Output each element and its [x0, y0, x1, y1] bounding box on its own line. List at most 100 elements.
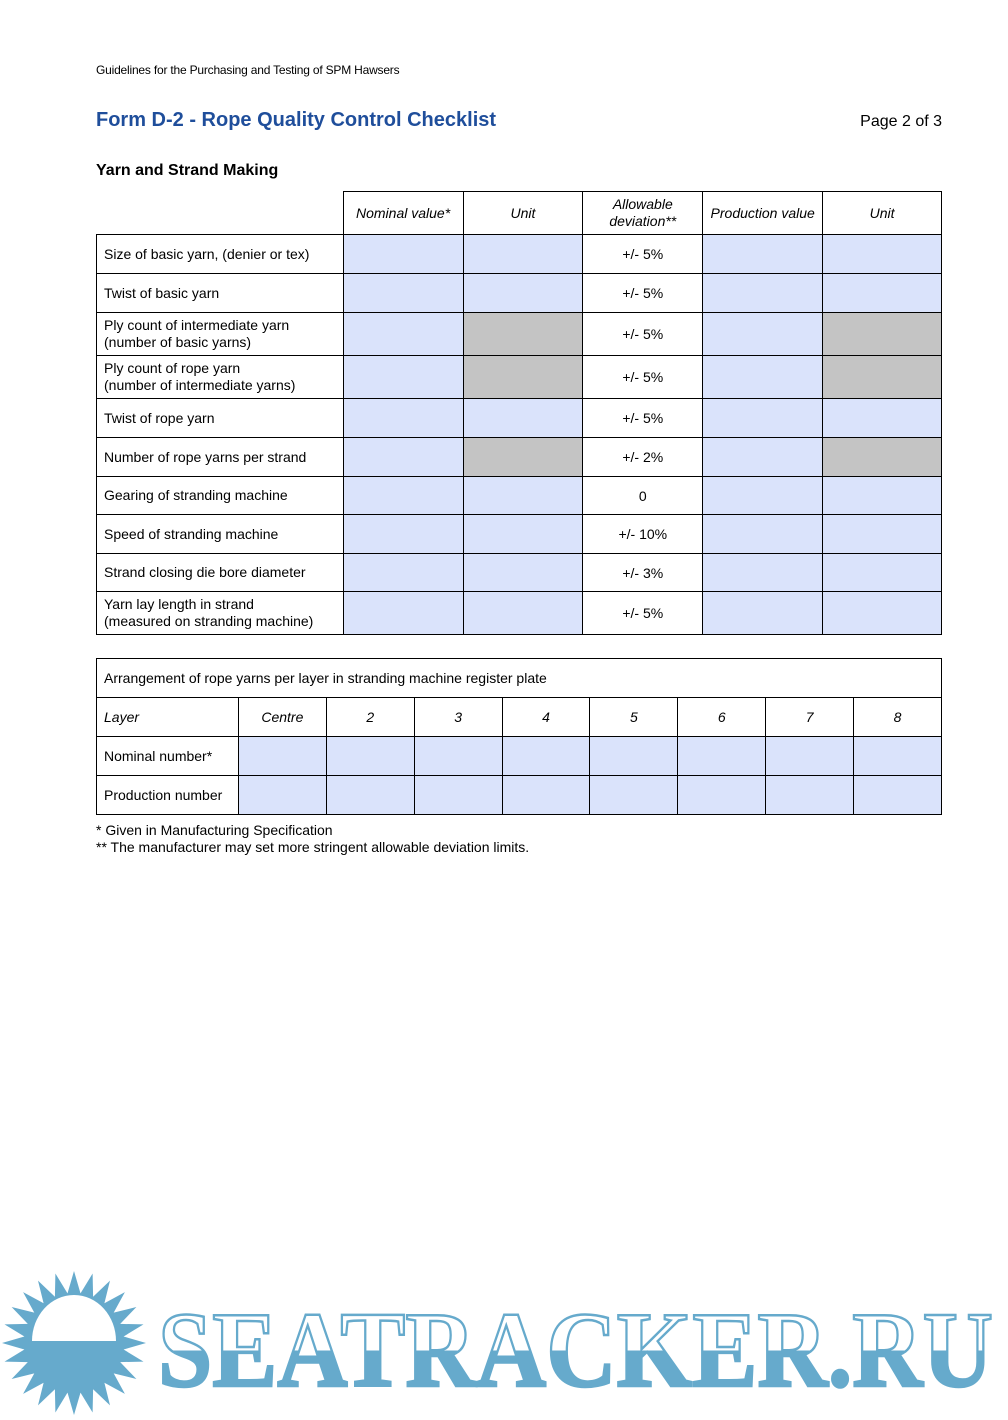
page-number: Page 2 of 3	[860, 113, 942, 130]
count-input[interactable]	[589, 736, 679, 776]
production-value-input[interactable]	[702, 476, 824, 515]
allowable-deviation: 0	[582, 476, 704, 515]
table-row: Speed of stranding machine +/- 10%	[96, 514, 942, 554]
production-value-input[interactable]	[702, 234, 824, 274]
production-value-input[interactable]	[702, 514, 824, 554]
nominal-value-input[interactable]	[342, 312, 464, 356]
count-input[interactable]	[237, 775, 327, 815]
watermark-text: SEATRACKER.RU	[158, 1291, 993, 1410]
nominal-value-input[interactable]	[342, 591, 464, 635]
count-input[interactable]	[677, 736, 767, 776]
count-input[interactable]	[501, 736, 591, 776]
column-header: Allowable deviation**	[582, 191, 704, 235]
form-title: Form D-2 - Rope Quality Control Checklis…	[96, 109, 497, 131]
count-input[interactable]	[325, 775, 415, 815]
count-input[interactable]	[413, 775, 503, 815]
nominal-value-input[interactable]	[342, 514, 464, 554]
production-value-input[interactable]	[702, 312, 824, 356]
count-input[interactable]	[765, 736, 855, 776]
count-input[interactable]	[765, 775, 855, 815]
layer-header: Centre	[237, 697, 327, 737]
allowable-deviation: +/- 5%	[582, 273, 704, 313]
nominal-value-input[interactable]	[342, 553, 464, 592]
nominal-value-input[interactable]	[342, 273, 464, 313]
yarn-strand-table: Nominal value* Unit Allowable deviation** P…	[96, 191, 942, 635]
count-input[interactable]	[501, 775, 591, 815]
nominal-value-input[interactable]	[342, 234, 464, 274]
unit-input[interactable]	[822, 398, 942, 438]
unit-input[interactable]	[822, 234, 942, 274]
count-input[interactable]	[589, 775, 679, 815]
table-row: Ply count of rope yarn (number of interm…	[96, 355, 942, 399]
allowable-deviation: +/- 10%	[582, 514, 704, 554]
unit-input[interactable]	[462, 591, 584, 635]
row-label: Ply count of rope yarn (number of interm…	[96, 355, 344, 399]
table-title: Arrangement of rope yarns per layer in s…	[96, 658, 942, 698]
count-input[interactable]	[325, 736, 415, 776]
layer-header: 8	[853, 697, 942, 737]
unit-input[interactable]	[462, 273, 584, 313]
production-value-input[interactable]	[702, 398, 824, 438]
count-input[interactable]	[853, 775, 942, 815]
production-value-input[interactable]	[702, 591, 824, 635]
column-header: Unit	[822, 191, 942, 235]
allowable-deviation: +/- 5%	[582, 398, 704, 438]
table-row: Production number	[96, 775, 942, 815]
unit-not-applicable	[822, 355, 942, 399]
unit-not-applicable	[462, 312, 584, 356]
nominal-value-input[interactable]	[342, 355, 464, 399]
table-row: Ply count of intermediate yarn (number o…	[96, 312, 942, 356]
unit-not-applicable	[822, 437, 942, 477]
count-input[interactable]	[853, 736, 942, 776]
layer-header: 4	[501, 697, 591, 737]
count-input[interactable]	[237, 736, 327, 776]
footnotes: * Given in Manufacturing Specification *…	[96, 822, 529, 856]
row-label: Strand closing die bore diameter	[96, 553, 344, 592]
layer-header: 6	[677, 697, 767, 737]
row-label: Twist of rope yarn	[96, 398, 344, 438]
table-row: Twist of basic yarn +/- 5%	[96, 273, 942, 313]
column-header: Nominal value*	[342, 191, 464, 235]
unit-input[interactable]	[462, 553, 584, 592]
row-label: Yarn lay length in strand (measured on s…	[96, 591, 344, 635]
nominal-value-input[interactable]	[342, 437, 464, 477]
unit-not-applicable	[462, 437, 584, 477]
row-label: Number of rope yarns per strand	[96, 437, 344, 477]
unit-input[interactable]	[822, 273, 942, 313]
unit-input[interactable]	[822, 591, 942, 635]
unit-input[interactable]	[822, 476, 942, 515]
unit-input[interactable]	[462, 476, 584, 515]
footnote: ** The manufacturer may set more stringe…	[96, 839, 530, 855]
layer-header: 7	[765, 697, 855, 737]
unit-input[interactable]	[462, 398, 584, 438]
unit-input[interactable]	[822, 553, 942, 592]
nominal-value-input[interactable]	[342, 476, 464, 515]
header-row: Nominal value* Unit Allowable deviation** P…	[96, 191, 942, 235]
allowable-deviation: +/- 3%	[582, 553, 704, 592]
allowable-deviation: +/- 5%	[582, 355, 704, 399]
row-label: Production number	[96, 775, 239, 815]
production-value-input[interactable]	[702, 355, 824, 399]
footnote: * Given in Manufacturing Specification	[96, 822, 333, 838]
nominal-value-input[interactable]	[342, 398, 464, 438]
register-plate-table: Arrangement of rope yarns per layer in s…	[96, 658, 942, 815]
table-row: Gearing of stranding machine 0	[96, 476, 942, 515]
layer-row: Layer Centre 2 3 4 5 6 7 8	[96, 697, 942, 737]
production-value-input[interactable]	[702, 437, 824, 477]
table-row: Strand closing die bore diameter +/- 3%	[96, 553, 942, 592]
allowable-deviation: +/- 5%	[582, 312, 704, 356]
production-value-input[interactable]	[702, 273, 824, 313]
count-input[interactable]	[413, 736, 503, 776]
title-row: Arrangement of rope yarns per layer in s…	[96, 658, 942, 698]
unit-input[interactable]	[462, 234, 584, 274]
row-label: Nominal number*	[96, 736, 239, 776]
production-value-input[interactable]	[702, 553, 824, 592]
row-label: Speed of stranding machine	[96, 514, 344, 554]
layer-header: 2	[325, 697, 415, 737]
row-label: Twist of basic yarn	[96, 273, 344, 313]
unit-input[interactable]	[822, 514, 942, 554]
column-header: Production value	[702, 191, 824, 235]
count-input[interactable]	[677, 775, 767, 815]
unit-input[interactable]	[462, 514, 584, 554]
